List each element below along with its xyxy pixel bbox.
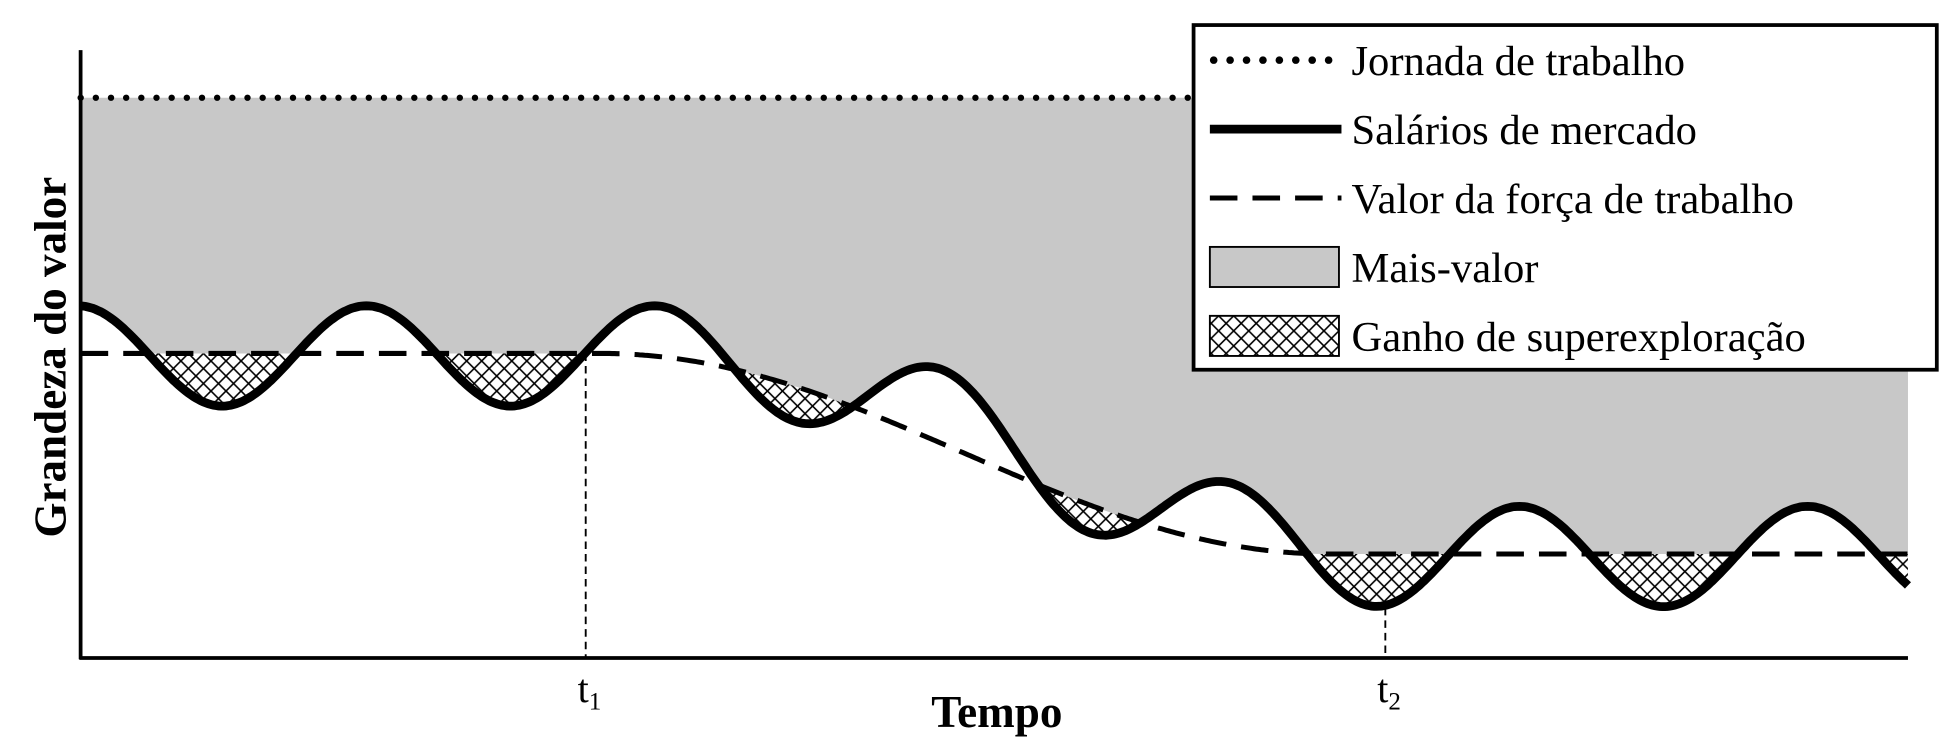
legend: Jornada de trabalho Salários de mercado …: [1191, 23, 1939, 372]
t1-label: t1: [578, 666, 602, 716]
legend-swatch: [1208, 314, 1340, 357]
labor-power-value-line: [80, 350, 1908, 557]
legend-swatch: [1208, 245, 1340, 288]
legend-label: Mais-valor: [1351, 245, 1538, 292]
legend-label: Salários de mercado: [1351, 107, 1696, 154]
legend-label: Jornada de trabalho: [1351, 38, 1685, 85]
y-axis-label: Grandeza do valor: [26, 177, 76, 538]
legend-label: Ganho de superexploração: [1351, 314, 1805, 361]
legend-label: Valor da força de trabalho: [1351, 176, 1793, 223]
t2-label: t2: [1377, 666, 1401, 716]
market-wage-line: [80, 301, 1911, 611]
x-axis-label: Tempo: [931, 687, 1062, 737]
